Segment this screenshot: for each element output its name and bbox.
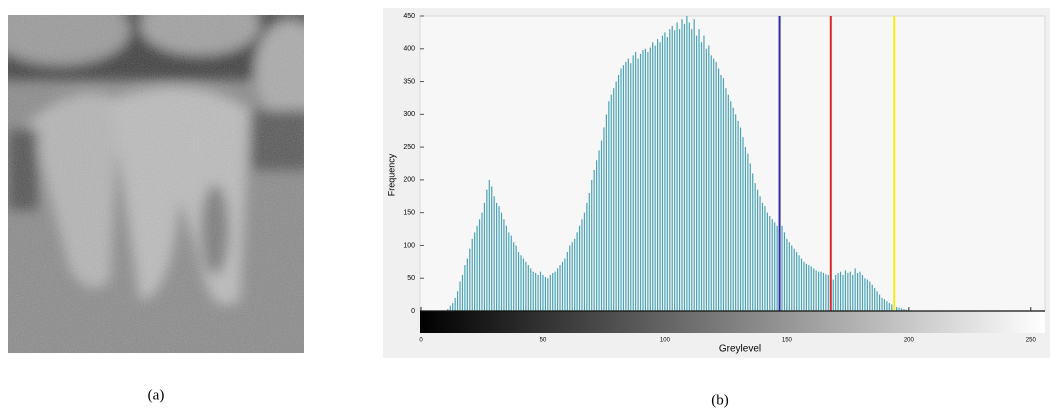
x-tick-label: 250	[1026, 338, 1037, 344]
y-tick-label: 0	[411, 308, 415, 315]
y-axis-label: Frequency	[386, 153, 396, 196]
caption-b: (b)	[711, 392, 729, 408]
x-tick-label: 200	[904, 338, 915, 344]
y-tick-label: 150	[403, 210, 415, 217]
y-tick-label: 250	[403, 144, 415, 151]
xray-image	[8, 15, 304, 353]
x-tick-label: 150	[782, 338, 793, 344]
x-tick-label: 100	[660, 338, 671, 344]
caption-a: (a)	[148, 387, 165, 403]
y-tick-label: 300	[403, 111, 415, 118]
y-tick-label: 100	[403, 242, 415, 249]
y-tick-label: 400	[403, 46, 415, 53]
y-tick-label: 450	[403, 13, 415, 20]
y-tick-label: 200	[403, 177, 415, 184]
plot-area	[419, 15, 1046, 312]
x-tick-label: 0	[419, 338, 423, 344]
greyscale-bar	[420, 311, 1045, 333]
x-axis-label: Greylevel	[719, 344, 761, 355]
y-tick-label: 350	[403, 78, 415, 85]
x-tick-label: 50	[540, 338, 547, 344]
y-tick-label: 50	[407, 275, 415, 282]
